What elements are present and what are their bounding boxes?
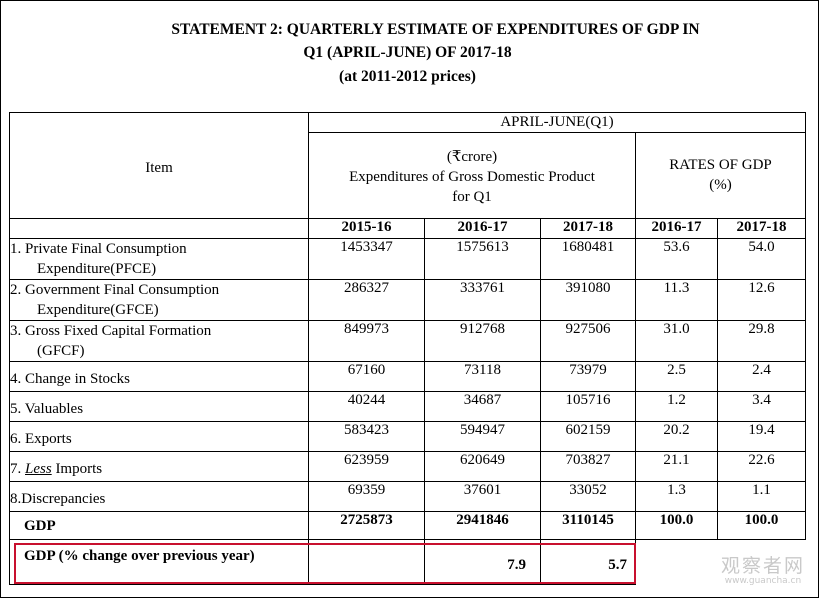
value-cell: 2941846	[424, 511, 541, 540]
year-header: 2016-17	[635, 218, 718, 239]
period-header: APRIL-JUNE(Q1)	[308, 112, 806, 133]
year-header: 2017-18	[540, 218, 636, 239]
value-cell: 1453347	[308, 238, 425, 280]
value-cell: 40244	[308, 391, 425, 422]
table-row: 6. Exports 583423 594947 602159 20.2 19.…	[9, 421, 806, 452]
value-cell: 73979	[540, 361, 636, 392]
rate-cell: 1.3	[635, 481, 718, 512]
value-cell: 594947	[424, 421, 541, 452]
gdp-change-row: GDP (% change over previous year) 7.9 5.…	[9, 539, 806, 585]
value-cell: 73118	[424, 361, 541, 392]
value-cell: 927506	[540, 320, 636, 362]
value-cell: 620649	[424, 451, 541, 482]
value-cell: 391080	[540, 279, 636, 321]
value-cell: 2725873	[308, 511, 425, 540]
rate-cell: 54.0	[717, 238, 806, 280]
row-label: 5. Valuables	[9, 391, 309, 422]
year-header-blank	[9, 218, 309, 239]
table-row: 2. Government Final Consumption Expenditu…	[9, 279, 806, 321]
row-label: 3. Gross Fixed Capital Formation (GFCF)	[9, 320, 309, 362]
value-cell: 1680481	[540, 238, 636, 280]
value-cell: 7.9	[424, 539, 541, 585]
rate-cell: 19.4	[717, 421, 806, 452]
rate-cell: 1.1	[717, 481, 806, 512]
expenditure-header: (₹crore) Expenditures of Gross Domestic …	[308, 132, 636, 219]
value-cell: 703827	[540, 451, 636, 482]
rate-cell: 1.2	[635, 391, 718, 422]
value-cell: 333761	[424, 279, 541, 321]
value-cell: 623959	[308, 451, 425, 482]
row-label: 6. Exports	[9, 421, 309, 452]
rate-cell: 29.8	[717, 320, 806, 362]
value-cell: 33052	[540, 481, 636, 512]
year-header: 2016-17	[424, 218, 541, 239]
statement-subtitle: Q1 (APRIL-JUNE) OF 2017-18	[303, 44, 512, 61]
rate-cell: 100.0	[717, 511, 806, 540]
table-row: 1. Private Final Consumption Expenditure(…	[9, 238, 806, 280]
rate-cell: 53.6	[635, 238, 718, 280]
table-row: 4. Change in Stocks 67160 73118 73979 2.…	[9, 361, 806, 392]
value-cell: 602159	[540, 421, 636, 452]
value-cell: 5.7	[540, 539, 636, 585]
row-label: 4. Change in Stocks	[9, 361, 309, 392]
table-row: 7. Less Imports 623959 620649 703827 21.…	[9, 451, 806, 482]
watermark: 观察者网 www.guancha.cn	[721, 551, 805, 586]
row-label: 7. Less Imports	[9, 451, 309, 482]
less-emphasis: Less	[25, 461, 52, 477]
value-cell	[308, 539, 425, 585]
value-cell: 912768	[424, 320, 541, 362]
rate-cell: 31.0	[635, 320, 718, 362]
value-cell: 37601	[424, 481, 541, 512]
value-cell: 286327	[308, 279, 425, 321]
table-row: 5. Valuables 40244 34687 105716 1.2 3.4	[9, 391, 806, 422]
value-cell: 69359	[308, 481, 425, 512]
row-label: 2. Government Final Consumption Expenditu…	[9, 279, 309, 321]
year-header: 2017-18	[717, 218, 806, 239]
watermark-text: 观察者网	[720, 555, 805, 577]
rates-header: RATES OF GDP (%)	[635, 132, 806, 219]
table-row: 8.Discrepancies 69359 37601 33052 1.3 1.…	[9, 481, 806, 512]
rate-cell: 20.2	[635, 421, 718, 452]
empty-cell	[636, 540, 718, 585]
value-cell: 34687	[424, 391, 541, 422]
table-row: 3. Gross Fixed Capital Formation (GFCF) 8…	[9, 320, 806, 362]
row-label: 8.Discrepancies	[9, 481, 309, 512]
watermark-url: www.guancha.cn	[724, 576, 802, 586]
item-header: Item	[9, 112, 309, 219]
row-label: 1. Private Final Consumption Expenditure(…	[9, 238, 309, 280]
rate-cell: 21.1	[635, 451, 718, 482]
year-header: 2015-16	[308, 218, 425, 239]
row-label: GDP	[9, 511, 309, 540]
value-cell: 583423	[308, 421, 425, 452]
value-cell: 1575613	[424, 238, 541, 280]
rate-cell: 2.5	[635, 361, 718, 392]
row-label: GDP (% change over previous year)	[9, 539, 309, 585]
rate-cell: 2.4	[717, 361, 806, 392]
gdp-expenditure-table: Item APRIL-JUNE(Q1) (₹crore) Expenditure…	[9, 112, 806, 585]
statement-title: STATEMENT 2: QUARTERLY ESTIMATE OF EXPEN…	[171, 21, 700, 38]
rate-cell: 11.3	[635, 279, 718, 321]
rate-cell: 22.6	[717, 451, 806, 482]
gdp-total-row: GDP 2725873 2941846 3110145 100.0 100.0	[9, 511, 806, 540]
rate-cell: 100.0	[635, 511, 718, 540]
value-cell: 3110145	[540, 511, 636, 540]
value-cell: 105716	[540, 391, 636, 422]
rate-cell: 3.4	[717, 391, 806, 422]
value-cell: 849973	[308, 320, 425, 362]
year-header-row: 2015-16 2016-17 2017-18 2016-17 2017-18	[9, 218, 806, 239]
statement-price-basis: (at 2011-2012 prices)	[339, 68, 476, 85]
value-cell: 67160	[308, 361, 425, 392]
rate-cell: 12.6	[717, 279, 806, 321]
